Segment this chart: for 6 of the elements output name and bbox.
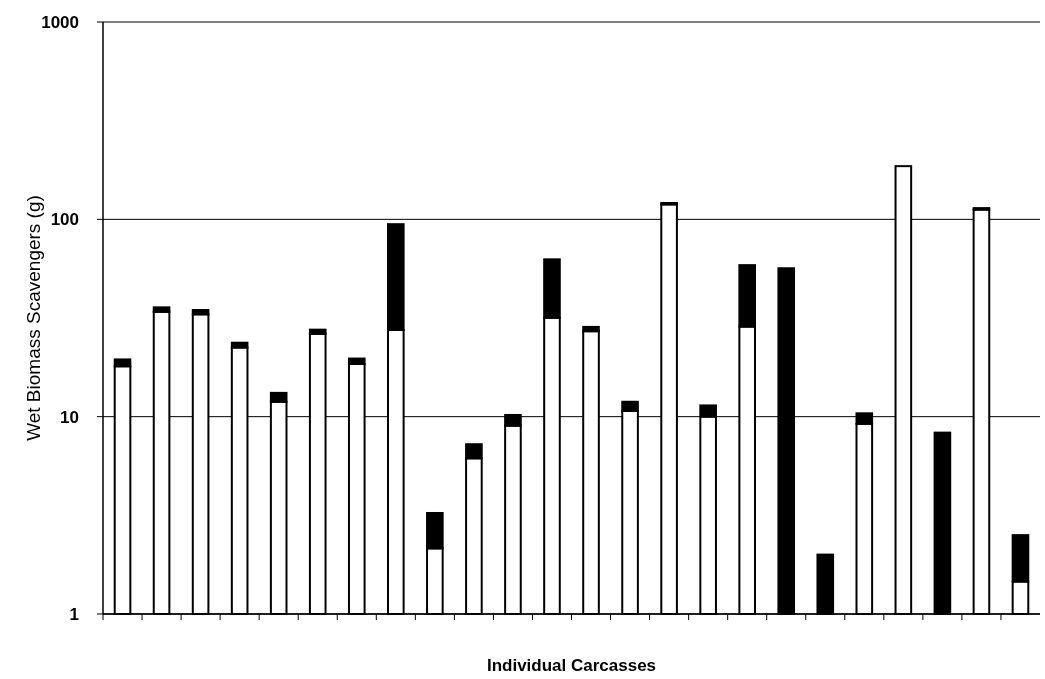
x-axis-title: Individual Carcasses — [486, 656, 657, 675]
y-axis-title: Wet Biomass Scavengers (g) — [23, 195, 44, 441]
y-tick-label: 1 — [69, 604, 79, 624]
y-tick-label: 10 — [60, 407, 79, 427]
y-tick-label: 100 — [50, 210, 79, 230]
y-tick-label: 1000 — [41, 12, 79, 32]
